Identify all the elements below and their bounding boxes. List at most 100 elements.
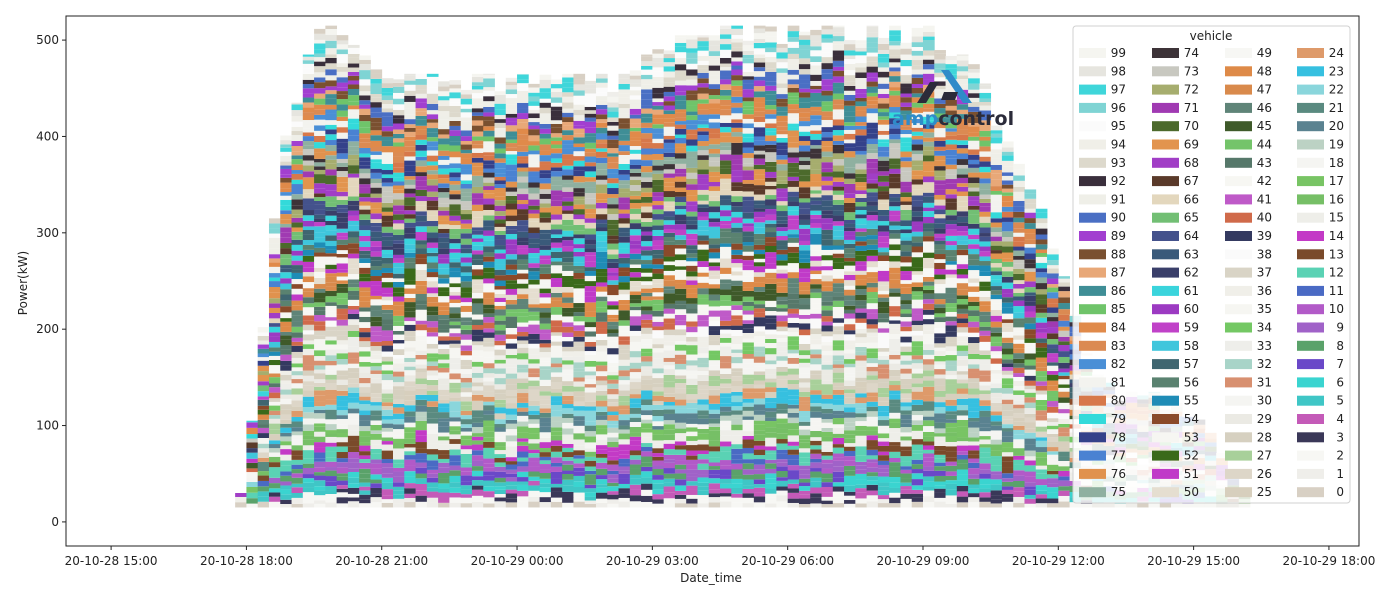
area-segment-vehicle-61 xyxy=(381,249,394,254)
area-segment-vehicle-18 xyxy=(505,429,518,436)
area-segment-vehicle-75 xyxy=(471,181,484,187)
area-segment-vehicle-1 xyxy=(607,499,619,504)
area-segment-vehicle-86 xyxy=(798,102,811,109)
area-segment-vehicle-40 xyxy=(652,326,665,331)
area-segment-vehicle-87 xyxy=(404,131,416,137)
area-segment-vehicle-12 xyxy=(697,463,710,470)
area-segment-vehicle-48 xyxy=(776,278,789,283)
area-segment-vehicle-82 xyxy=(810,119,822,126)
area-segment-vehicle-36 xyxy=(844,344,856,350)
area-segment-vehicle-57 xyxy=(505,259,518,265)
area-segment-vehicle-46 xyxy=(314,288,326,293)
area-segment-vehicle-46 xyxy=(595,296,608,302)
area-segment-vehicle-15 xyxy=(697,439,710,445)
area-segment-vehicle-32 xyxy=(765,360,777,365)
area-segment-vehicle-20 xyxy=(844,412,856,418)
area-segment-vehicle-31 xyxy=(302,365,315,371)
area-segment-vehicle-54 xyxy=(471,269,484,276)
area-segment-vehicle-39 xyxy=(832,318,845,323)
area-segment-vehicle-9 xyxy=(471,460,484,467)
area-segment-vehicle-9 xyxy=(607,474,619,479)
area-segment-vehicle-53 xyxy=(787,242,800,247)
area-segment-vehicle-11 xyxy=(314,458,326,462)
area-segment-vehicle-11 xyxy=(731,459,743,464)
area-segment-vehicle-1 xyxy=(280,504,292,508)
area-segment-vehicle-69 xyxy=(674,176,687,182)
area-segment-vehicle-53 xyxy=(641,272,653,277)
area-segment-vehicle-88 xyxy=(855,97,868,102)
area-segment-vehicle-9 xyxy=(686,469,698,474)
area-segment-vehicle-91 xyxy=(449,117,462,121)
area-segment-vehicle-36 xyxy=(674,335,687,342)
area-segment-vehicle-93 xyxy=(720,63,732,68)
area-segment-vehicle-71 xyxy=(720,154,732,161)
area-segment-vehicle-9 xyxy=(798,469,811,475)
area-segment-vehicle-76 xyxy=(720,132,732,137)
area-segment-vehicle-42 xyxy=(584,327,597,332)
area-segment-vehicle-98 xyxy=(629,83,642,87)
area-segment-vehicle-51 xyxy=(595,282,608,287)
area-segment-vehicle-13 xyxy=(438,454,450,459)
area-segment-vehicle-83 xyxy=(595,139,608,144)
area-segment-vehicle-78 xyxy=(776,149,789,156)
area-segment-vehicle-70 xyxy=(393,214,405,220)
area-segment-vehicle-76 xyxy=(471,166,484,172)
area-segment-vehicle-32 xyxy=(381,374,394,381)
area-segment-vehicle-61 xyxy=(449,243,462,249)
area-segment-vehicle-86 xyxy=(641,113,653,118)
area-segment-vehicle-46 xyxy=(810,288,822,293)
area-segment-vehicle-70 xyxy=(776,183,789,189)
area-segment-vehicle-90 xyxy=(641,89,653,94)
area-segment-vehicle-6 xyxy=(844,475,856,480)
area-segment-vehicle-48 xyxy=(686,288,698,294)
area-segment-vehicle-2 xyxy=(550,497,563,502)
area-segment-vehicle-16 xyxy=(844,434,856,439)
area-segment-vehicle-94 xyxy=(652,81,665,88)
area-segment-vehicle-11 xyxy=(618,458,631,464)
area-segment-vehicle-69 xyxy=(483,189,495,194)
area-segment-vehicle-6 xyxy=(595,487,608,493)
area-segment-vehicle-2 xyxy=(325,494,338,498)
area-segment-vehicle-30 xyxy=(652,373,665,379)
area-segment-vehicle-2 xyxy=(663,502,676,508)
area-segment-vehicle-22 xyxy=(584,416,597,422)
area-segment-vehicle-34 xyxy=(787,340,800,346)
area-segment-vehicle-89 xyxy=(595,109,608,115)
area-segment-vehicle-78 xyxy=(550,167,563,172)
area-segment-vehicle-23 xyxy=(438,407,450,413)
area-segment-vehicle-34 xyxy=(708,354,721,361)
area-segment-vehicle-57 xyxy=(618,257,631,264)
area-segment-vehicle-10 xyxy=(607,464,619,471)
area-segment-vehicle-68 xyxy=(776,188,789,192)
area-segment-vehicle-87 xyxy=(393,138,405,143)
area-segment-vehicle-1 xyxy=(742,40,755,46)
area-segment-vehicle-88 xyxy=(776,102,789,107)
area-segment-vehicle-40 xyxy=(720,320,732,326)
area-segment-vehicle-10 xyxy=(810,453,822,459)
area-segment-vehicle-96 xyxy=(742,58,755,64)
area-segment-vehicle-16 xyxy=(832,433,845,438)
area-segment-vehicle-72 xyxy=(855,169,868,175)
area-segment-vehicle-59 xyxy=(686,233,698,240)
area-segment-vehicle-54 xyxy=(483,256,495,262)
area-segment-vehicle-67 xyxy=(359,209,371,215)
area-segment-vehicle-82 xyxy=(539,155,552,162)
area-segment-vehicle-78 xyxy=(821,137,834,141)
area-segment-vehicle-27 xyxy=(314,386,326,391)
area-segment-vehicle-42 xyxy=(302,311,315,316)
area-segment-vehicle-26 xyxy=(731,376,743,381)
area-segment-vehicle-88 xyxy=(731,75,743,81)
area-segment-vehicle-53 xyxy=(517,279,529,284)
area-segment-vehicle-51 xyxy=(336,263,349,270)
area-segment-vehicle-46 xyxy=(347,279,360,284)
area-segment-vehicle-61 xyxy=(550,234,563,238)
area-segment-vehicle-42 xyxy=(708,306,721,311)
area-segment-vehicle-42 xyxy=(471,314,484,320)
area-segment-vehicle-7 xyxy=(595,475,608,480)
area-segment-vehicle-61 xyxy=(302,215,315,221)
area-segment-vehicle-11 xyxy=(810,458,822,463)
area-segment-vehicle-76 xyxy=(393,185,405,190)
area-segment-vehicle-52 xyxy=(404,268,416,274)
area-segment-vehicle-64 xyxy=(855,197,868,202)
area-segment-vehicle-39 xyxy=(449,340,462,344)
